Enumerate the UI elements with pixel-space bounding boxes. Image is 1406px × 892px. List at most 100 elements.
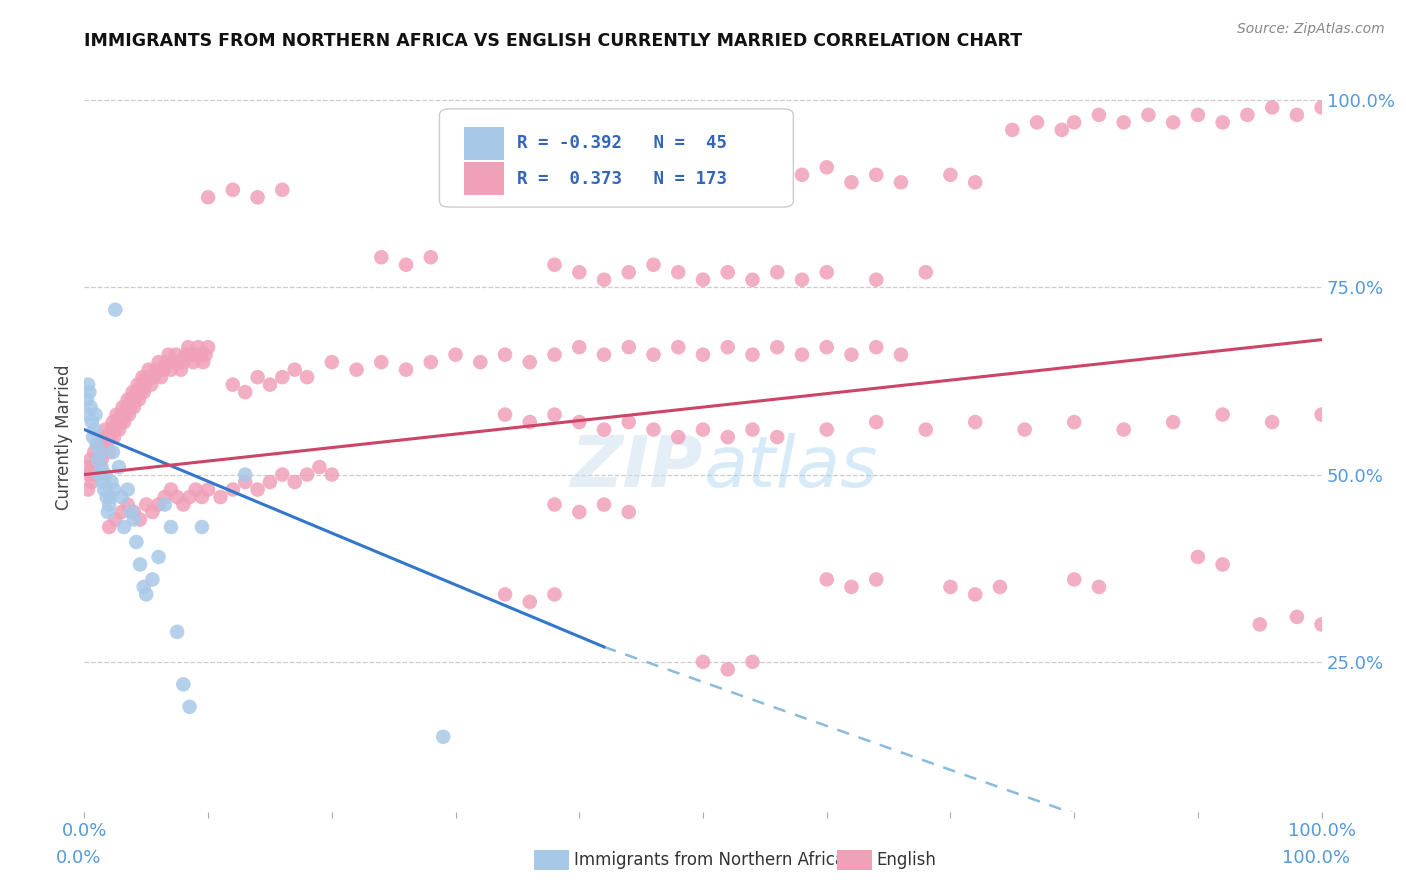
Point xyxy=(142,370,165,384)
Point xyxy=(117,483,139,497)
Point xyxy=(1088,580,1111,594)
Point xyxy=(129,512,152,526)
Point xyxy=(103,483,125,497)
Point xyxy=(145,362,167,376)
Point xyxy=(543,498,565,512)
Point xyxy=(914,265,936,279)
Point xyxy=(117,392,139,407)
Point xyxy=(766,175,789,189)
Point xyxy=(122,400,145,414)
Point xyxy=(104,423,127,437)
Point xyxy=(939,168,962,182)
Point xyxy=(617,265,640,279)
Point xyxy=(1212,558,1234,572)
Point xyxy=(117,498,139,512)
Point xyxy=(1285,610,1308,624)
Point xyxy=(593,498,616,512)
Point xyxy=(134,377,156,392)
Point xyxy=(131,370,153,384)
Point xyxy=(865,168,887,182)
Point xyxy=(184,483,207,497)
Point xyxy=(77,408,100,422)
Point xyxy=(741,423,763,437)
Point xyxy=(692,273,714,287)
Point xyxy=(96,490,118,504)
Point xyxy=(89,445,111,459)
Point xyxy=(965,415,987,429)
Point xyxy=(233,385,256,400)
Point xyxy=(167,355,190,369)
Point xyxy=(77,483,100,497)
Point xyxy=(174,348,197,362)
Point xyxy=(1310,617,1333,632)
Point xyxy=(157,348,180,362)
Point xyxy=(98,430,121,444)
Point xyxy=(1088,108,1111,122)
Point xyxy=(321,467,343,482)
Point xyxy=(666,430,689,444)
Point xyxy=(91,475,114,489)
Point xyxy=(568,505,591,519)
Point xyxy=(132,580,155,594)
Point xyxy=(125,535,148,549)
Point xyxy=(191,355,214,369)
Point xyxy=(165,348,187,362)
Point xyxy=(97,505,120,519)
Point xyxy=(150,370,173,384)
Point xyxy=(1137,108,1160,122)
Point xyxy=(104,512,127,526)
Point xyxy=(246,190,269,204)
Point xyxy=(80,475,103,489)
Point xyxy=(197,483,219,497)
Point xyxy=(692,348,714,362)
Point xyxy=(419,250,441,264)
Point xyxy=(741,655,763,669)
Point xyxy=(1063,415,1085,429)
Point xyxy=(666,265,689,279)
Point xyxy=(766,265,789,279)
Point xyxy=(519,355,541,369)
Point xyxy=(295,370,318,384)
Point xyxy=(246,483,269,497)
Point xyxy=(135,498,157,512)
Point xyxy=(112,415,135,429)
Point xyxy=(129,377,152,392)
Point xyxy=(125,385,148,400)
Point xyxy=(181,355,204,369)
Point xyxy=(82,460,104,475)
Point xyxy=(138,362,160,376)
Point xyxy=(1261,415,1284,429)
Point xyxy=(568,265,591,279)
Point xyxy=(132,385,155,400)
Point xyxy=(717,662,740,676)
Point xyxy=(259,377,281,392)
Point xyxy=(346,362,368,376)
Point xyxy=(494,348,516,362)
Point xyxy=(1014,423,1036,437)
Point xyxy=(122,505,145,519)
Point xyxy=(148,549,170,564)
Point xyxy=(939,580,962,594)
Point xyxy=(152,362,174,376)
Point xyxy=(105,408,128,422)
Point xyxy=(100,475,122,489)
Point xyxy=(1310,408,1333,422)
Point xyxy=(90,452,112,467)
Point xyxy=(717,183,740,197)
Point xyxy=(104,302,127,317)
Point xyxy=(222,377,245,392)
Point xyxy=(122,512,145,526)
Point xyxy=(284,362,307,376)
Point xyxy=(100,423,122,437)
Point xyxy=(790,273,813,287)
Point xyxy=(110,505,132,519)
Point xyxy=(284,475,307,489)
Point xyxy=(153,490,176,504)
Point xyxy=(141,573,163,587)
Point xyxy=(93,483,115,497)
Point xyxy=(988,580,1011,594)
Text: ZIP: ZIP xyxy=(571,433,703,501)
Point xyxy=(790,168,813,182)
Point xyxy=(395,362,418,376)
Point xyxy=(246,370,269,384)
